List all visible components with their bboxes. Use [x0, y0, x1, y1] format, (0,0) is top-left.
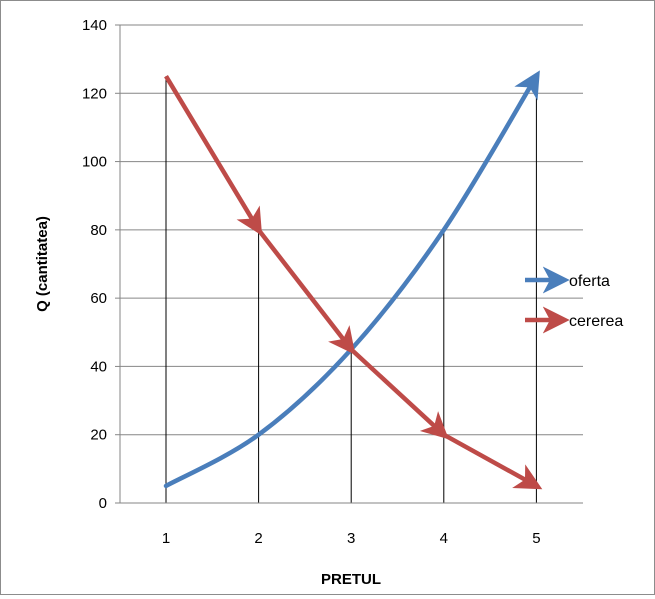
- y-tick-label: 120: [82, 85, 107, 102]
- y-tick-label: 140: [82, 17, 107, 34]
- y-tick-label: 60: [90, 290, 107, 307]
- x-axis-ticks: 1 2 3 4 5: [162, 530, 541, 547]
- x-tick-label: 5: [532, 530, 540, 547]
- series-cererea-segment: [256, 228, 356, 355]
- y-tick-label: 40: [90, 358, 107, 375]
- x-tick-label: 2: [254, 530, 262, 547]
- y-axis-ticks: 0 20 40 60 80 100 120 140: [82, 17, 120, 512]
- y-tick-label: 80: [90, 222, 107, 239]
- series-cererea-segment: [164, 75, 263, 236]
- drop-lines: [165, 76, 537, 503]
- legend: oferta cererea: [525, 266, 623, 334]
- y-tick-label: 100: [82, 154, 107, 171]
- x-tick-label: 3: [347, 530, 355, 547]
- series-cererea-segment: [442, 432, 543, 490]
- gridlines: [120, 24, 583, 436]
- y-tick-label: 20: [90, 427, 107, 444]
- legend-label-oferta: oferta: [569, 273, 610, 290]
- series-cererea-segment: [349, 347, 449, 440]
- series-layer: [163, 70, 543, 490]
- x-tick-label: 1: [162, 530, 170, 547]
- y-tick-label: 0: [99, 495, 107, 512]
- x-axis-title: PRETUL: [321, 571, 381, 588]
- x-tick-label: 4: [440, 530, 448, 547]
- legend-label-cererea: cererea: [569, 313, 623, 330]
- y-axis-title: Q (cantitatea): [34, 216, 51, 312]
- series-oferta-line: [163, 70, 540, 489]
